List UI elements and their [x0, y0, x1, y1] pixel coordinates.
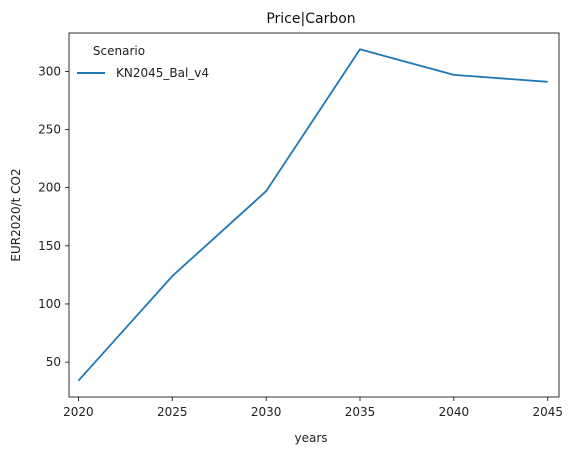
legend-entry: KN2045_Bal_v4 — [116, 66, 209, 80]
y-tick-label: 50 — [46, 355, 61, 369]
chart-title: Price|Carbon — [266, 11, 355, 27]
legend-title: Scenario — [93, 44, 145, 58]
y-tick-label: 250 — [38, 123, 61, 137]
y-tick-label: 100 — [38, 297, 61, 311]
legend: Scenario KN2045_Bal_v4 — [77, 44, 209, 80]
y-axis-ticks: 50 100 150 200 250 300 — [38, 64, 69, 369]
series-line-KN2045_Bal_v4 — [77, 48, 548, 382]
x-tick-label: 2035 — [345, 405, 376, 419]
series-lines — [77, 48, 548, 382]
x-tick-label: 2045 — [532, 405, 563, 419]
plot-frame — [68, 32, 560, 398]
x-tick-label: 2030 — [251, 405, 282, 419]
y-tick-label: 200 — [38, 181, 61, 195]
x-tick-label: 2025 — [157, 405, 188, 419]
y-axis-label: EUR2020/t CO2 — [9, 168, 23, 261]
y-tick-label: 300 — [38, 64, 61, 78]
x-tick-label: 2020 — [63, 405, 94, 419]
y-tick-label: 150 — [38, 239, 61, 253]
x-tick-label: 2040 — [439, 405, 470, 419]
x-axis-label: years — [294, 431, 327, 445]
x-axis-ticks: 2020 2025 2030 2035 2040 2045 — [63, 397, 563, 419]
